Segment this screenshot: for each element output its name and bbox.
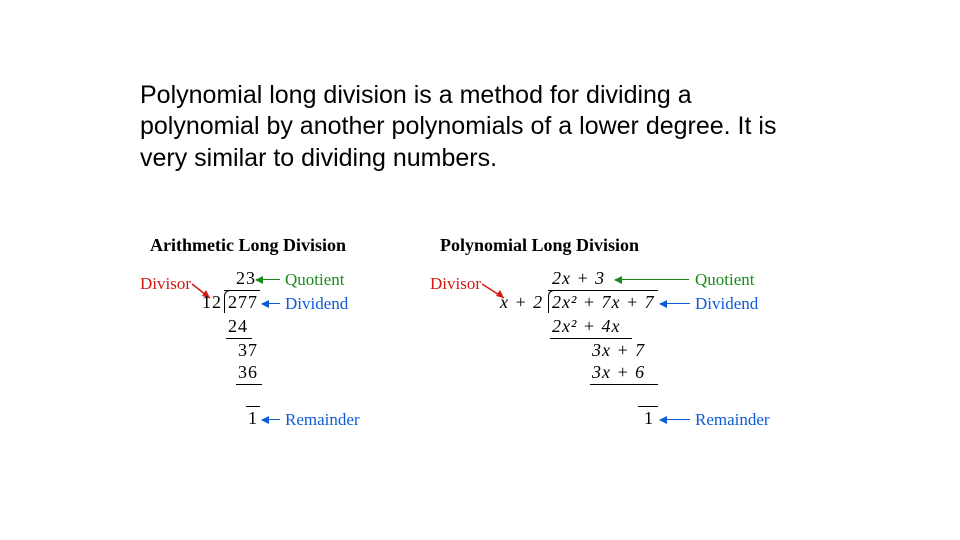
step-3: 36 xyxy=(238,362,258,383)
quotient-arrow xyxy=(615,279,689,280)
arithmetic-panel: Arithmetic Long Division Divisor Quotien… xyxy=(150,235,450,482)
remainder-label: Remainder xyxy=(285,410,360,430)
underline-3 xyxy=(638,406,658,407)
remainder-value: 1 xyxy=(642,408,654,429)
step-1: 24 xyxy=(228,316,248,337)
step-2: 3x + 7 xyxy=(592,340,662,361)
quotient-arrow xyxy=(256,279,280,280)
arithmetic-title: Arithmetic Long Division xyxy=(150,235,450,256)
slide: Polynomial long division is a method for… xyxy=(0,0,960,540)
remainder-arrow xyxy=(660,419,690,420)
dividend-value: 277 xyxy=(228,292,258,313)
remainder-label: Remainder xyxy=(695,410,770,430)
dividend-value: 2x² + 7x + 7 xyxy=(552,292,662,313)
dividend-label: Dividend xyxy=(285,294,348,314)
underline-1 xyxy=(550,338,632,339)
underline-1 xyxy=(226,338,252,339)
polynomial-panel: Polynomial Long Division Divisor Quotien… xyxy=(440,235,840,482)
underline-2 xyxy=(590,384,658,385)
step-1: 2x² + 4x xyxy=(552,316,632,337)
arithmetic-diagram: Divisor Quotient Dividend Remainder 23 1… xyxy=(150,262,450,482)
underline-3 xyxy=(246,406,260,407)
division-top-bar xyxy=(548,290,658,291)
polynomial-diagram: Divisor Quotient Dividend Remainder 2x +… xyxy=(440,262,840,482)
divisor-value: x + 2 xyxy=(500,292,546,313)
quotient-value: 23 xyxy=(228,268,256,289)
divisor-label: Divisor xyxy=(140,274,191,294)
divisor-label: Divisor xyxy=(430,274,481,294)
dividend-arrow xyxy=(262,303,280,304)
quotient-label: Quotient xyxy=(695,270,755,290)
quotient-label: Quotient xyxy=(285,270,345,290)
quotient-value: 2x + 3 xyxy=(552,268,612,289)
remainder-value: 1 xyxy=(248,408,258,429)
underline-2 xyxy=(236,384,262,385)
polynomial-title: Polynomial Long Division xyxy=(440,235,840,256)
divisor-value: 12 xyxy=(200,292,222,313)
step-3: 3x + 6 xyxy=(592,362,662,383)
dividend-arrow xyxy=(660,303,690,304)
remainder-arrow xyxy=(262,419,280,420)
dividend-label: Dividend xyxy=(695,294,758,314)
step-2: 37 xyxy=(238,340,258,361)
intro-paragraph: Polynomial long division is a method for… xyxy=(140,80,800,174)
